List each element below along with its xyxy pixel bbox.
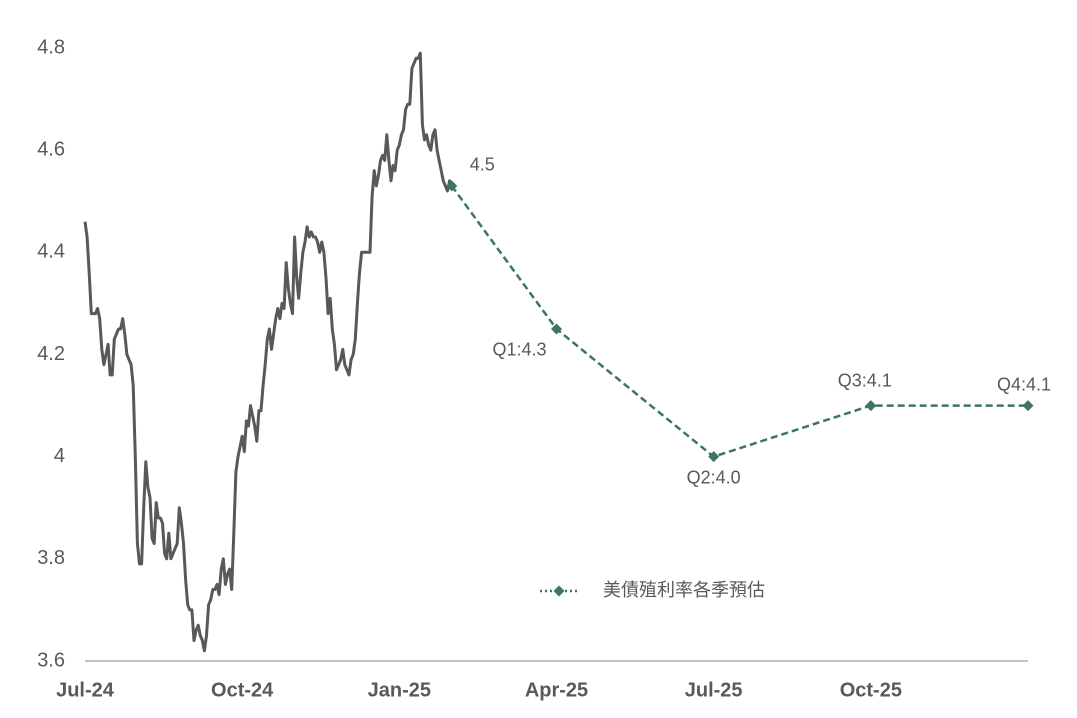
x-tick-label: Oct-25 xyxy=(840,679,902,701)
data-label: 4.5 xyxy=(470,155,495,175)
y-tick-label: 4.6 xyxy=(37,138,65,160)
series-line xyxy=(83,51,454,653)
data-label: Q4:4.1 xyxy=(997,374,1051,394)
series-line xyxy=(450,185,1028,458)
point-marker xyxy=(1022,400,1034,412)
y-tick-label: 4.2 xyxy=(37,343,65,365)
point-marker xyxy=(865,400,877,412)
point-marker xyxy=(446,180,458,192)
data-label: Q2:4.0 xyxy=(687,467,741,487)
x-tick-label: Jul-24 xyxy=(56,679,115,701)
y-tick-label: 4 xyxy=(54,445,65,467)
legend-marker xyxy=(553,585,565,597)
legend-label: 美債殖利率各季預估 xyxy=(603,579,765,600)
x-tick-label: Jan-25 xyxy=(368,679,431,701)
y-tick-label: 3.8 xyxy=(37,547,65,569)
x-tick-label: Apr-25 xyxy=(525,679,588,701)
y-tick-label: 3.6 xyxy=(37,649,65,671)
data-label: Q1:4.3 xyxy=(492,340,546,360)
data-label: Q3:4.1 xyxy=(838,370,892,390)
y-tick-label: 4.8 xyxy=(37,36,65,58)
x-tick-label: Oct-24 xyxy=(211,679,274,701)
y-tick-label: 4.4 xyxy=(37,241,65,263)
point-marker xyxy=(708,451,720,463)
x-tick-label: Jul-25 xyxy=(685,679,743,701)
point-marker xyxy=(551,323,562,335)
